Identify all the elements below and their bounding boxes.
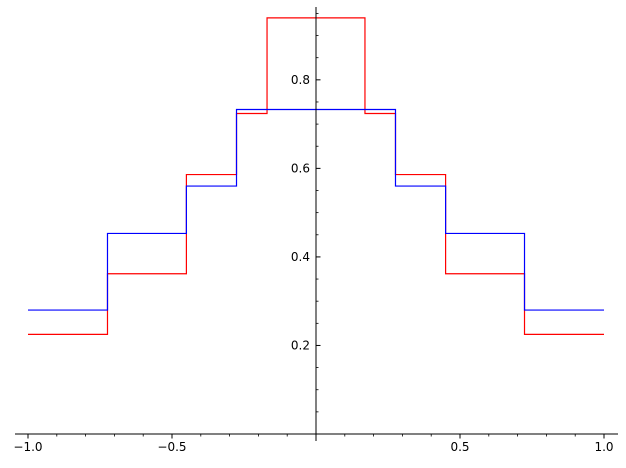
y-tick-label: 0.8 [291,73,310,87]
y-tick-label: 0.4 [291,250,310,264]
y-tick-label: 0.6 [291,161,310,175]
x-tick-label: 1.0 [594,440,613,454]
x-tick-label: −0.5 [157,440,186,454]
x-tick-label: 0.5 [450,440,469,454]
axes-layer: −1.0 −0.5 0.5 1.0 0.2 0.4 0.6 0.8 [13,7,618,454]
y-tick-label: 0.2 [291,338,310,352]
x-tick-label: −1.0 [13,440,42,454]
